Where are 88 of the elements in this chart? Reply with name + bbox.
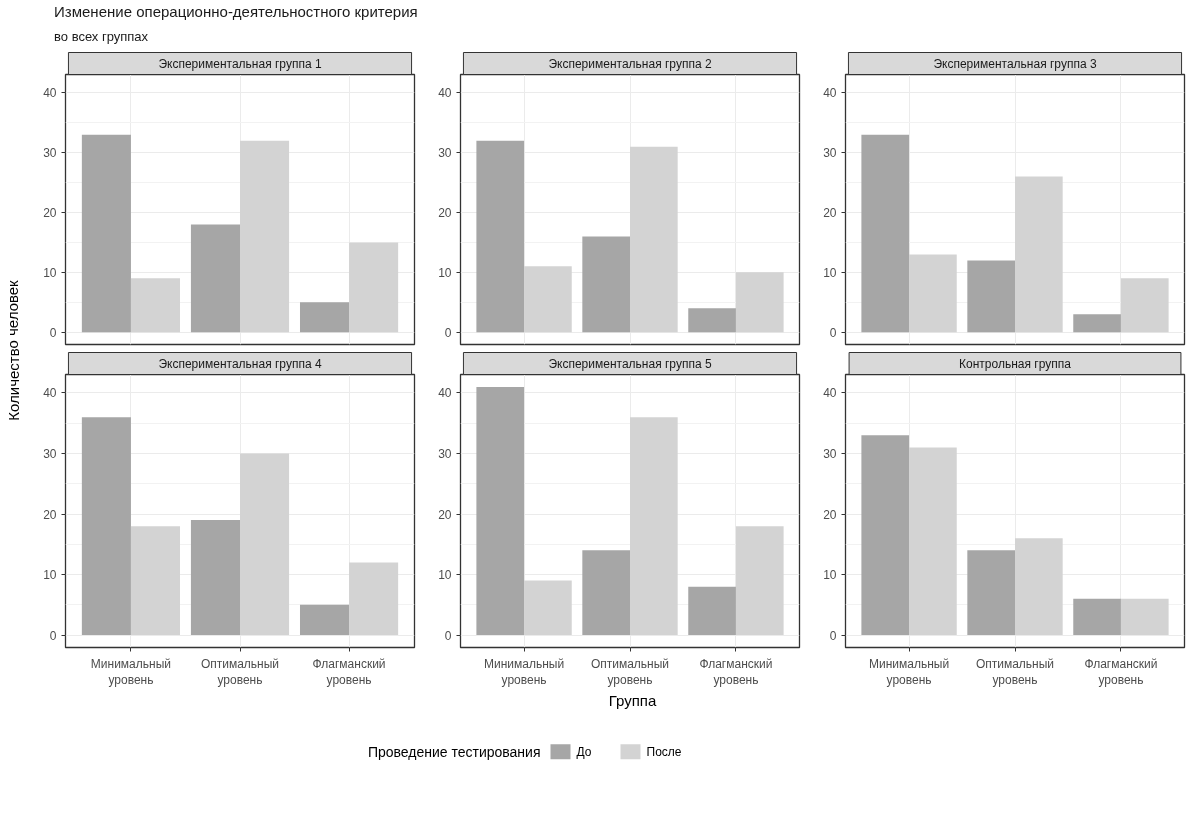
legend-label: До <box>576 744 592 759</box>
x-tick-label: Флагманский уровень <box>1084 656 1158 688</box>
chart-title: Экспериментальная группа 4 <box>158 356 322 371</box>
bar <box>630 146 678 333</box>
text: Изменение операционно-деятельностного критерия <box>54 3 418 21</box>
bar <box>1073 598 1121 636</box>
text: во всех группах <box>54 29 149 45</box>
x-tick-label: Флагманский уровень <box>699 656 773 688</box>
chart-title: Экспериментальная группа 3 <box>933 56 1097 71</box>
bar <box>967 550 1015 636</box>
y-tick-label: 40 <box>823 86 837 101</box>
bar <box>909 447 957 636</box>
bar <box>861 134 910 333</box>
y-tick-label: 20 <box>823 507 837 522</box>
y-tick-label: 30 <box>823 146 837 161</box>
bar <box>582 550 630 636</box>
x-tick-label: Оптимальный уровень <box>590 656 670 688</box>
bar <box>349 242 399 333</box>
chart-title: Контрольная группа <box>959 356 1072 371</box>
y-tick-label: 0 <box>444 325 452 340</box>
y-tick-label: 40 <box>438 86 452 101</box>
y-tick-label: 40 <box>43 86 57 101</box>
y-tick-label: 10 <box>823 568 837 583</box>
bar <box>1073 314 1121 333</box>
bar <box>861 435 910 636</box>
bar <box>299 302 350 333</box>
bar <box>688 586 736 636</box>
y-tick-label: 10 <box>438 568 452 583</box>
bar <box>1120 278 1169 333</box>
bar <box>130 526 181 636</box>
bar <box>81 417 131 636</box>
bar <box>130 278 181 333</box>
bar <box>240 453 290 636</box>
x-tick-label: Оптимальный уровень <box>975 656 1055 688</box>
bar <box>524 266 572 333</box>
bar <box>81 134 131 333</box>
bar <box>909 254 957 333</box>
y-tick-label: 20 <box>43 507 57 522</box>
y-tick-label: 30 <box>438 446 452 461</box>
y-tick-label: 10 <box>823 265 837 280</box>
y-tick-label: 20 <box>823 205 837 220</box>
bar <box>240 140 290 333</box>
chart-title: Экспериментальная группа 2 <box>548 56 712 71</box>
y-tick-label: 30 <box>823 446 837 461</box>
bar <box>190 224 240 333</box>
bar <box>476 386 525 636</box>
y-tick-label: 30 <box>43 146 57 161</box>
y-tick-label: 10 <box>43 265 57 280</box>
bar <box>190 520 240 636</box>
y-tick-label: 20 <box>438 507 452 522</box>
bar <box>1015 538 1063 636</box>
y-tick-label: 10 <box>438 265 452 280</box>
y-tick-label: 40 <box>43 386 57 401</box>
bar <box>524 580 572 636</box>
bar <box>476 140 525 333</box>
bar <box>688 308 736 333</box>
x-tick-label: Флагманский уровень <box>312 656 386 688</box>
x-tick-label: Минимальный уровень <box>483 656 565 688</box>
bar <box>1015 176 1063 333</box>
chart-title: Экспериментальная группа 5 <box>548 356 712 371</box>
bar <box>630 417 678 636</box>
y-tick-label: 0 <box>444 628 452 643</box>
y-tick-label: 0 <box>829 325 837 340</box>
y-tick-label: 30 <box>438 146 452 161</box>
y-tick-label: 40 <box>823 386 837 401</box>
legend-title: Проведение тестирования <box>367 743 541 760</box>
bar <box>967 260 1015 333</box>
bar <box>299 604 350 636</box>
y-tick-label: 0 <box>829 628 837 643</box>
bar <box>582 236 630 333</box>
bar <box>735 272 784 333</box>
y-tick-label: 20 <box>43 205 57 220</box>
x-tick-label: Минимальный уровень <box>868 656 950 688</box>
chart-title: Экспериментальная группа 1 <box>158 56 322 71</box>
x-axis-title: Группа <box>608 692 657 709</box>
y-tick-label: 30 <box>43 446 57 461</box>
x-tick-label: Минимальный уровень <box>90 656 172 688</box>
y-tick-label: 0 <box>49 325 57 340</box>
x-tick-label: Оптимальный уровень <box>200 656 280 688</box>
y-tick-label: 20 <box>438 205 452 220</box>
bar <box>1120 598 1169 636</box>
y-axis-title: Количество человек <box>4 279 22 421</box>
bar <box>349 562 399 636</box>
y-tick-label: 40 <box>438 386 452 401</box>
bar <box>735 526 784 636</box>
y-tick-label: 10 <box>43 568 57 583</box>
legend-label: После <box>646 744 682 759</box>
y-tick-label: 0 <box>49 628 57 643</box>
